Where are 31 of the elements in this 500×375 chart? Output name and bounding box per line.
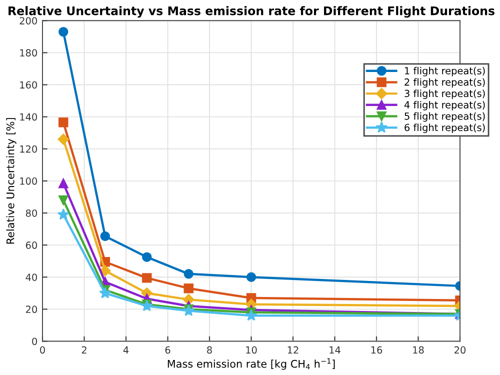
x-tick-label: 14 bbox=[330, 346, 340, 354]
y-tick-label: 40 bbox=[26, 274, 37, 281]
x-tick-label: 4 bbox=[123, 346, 129, 354]
y-axis-title: Relative Uncertainty [%] bbox=[6, 118, 16, 244]
x-tick-label: 18 bbox=[413, 346, 424, 354]
x-tick-label: 8 bbox=[207, 346, 212, 354]
y-tick-label: 60 bbox=[26, 242, 37, 249]
x-tick-label: 6 bbox=[165, 346, 170, 354]
y-tick-label: 120 bbox=[20, 145, 37, 153]
x-axis-title: Mass emission rate [kg CH$_{4}$ h$^{−1}$] bbox=[168, 358, 335, 370]
y-tick-label: 0 bbox=[32, 338, 37, 346]
x-tick-label: 10 bbox=[246, 346, 257, 354]
x-tick-label: 20 bbox=[454, 346, 466, 354]
legend-label: 2 flight repeat(s) bbox=[404, 78, 485, 88]
legend-label: 6 flight repeat(s) bbox=[404, 124, 485, 134]
y-tick-label: 20 bbox=[26, 306, 37, 314]
legend-label: 5 flight repeat(s) bbox=[404, 112, 485, 122]
x-tick-label: 16 bbox=[371, 346, 382, 354]
chart-title: Relative Uncertainty vs Mass emission rate for Different Flight Durations bbox=[8, 6, 494, 18]
legend-label: 3 flight repeat(s) bbox=[404, 90, 485, 99]
x-tick-label: 2 bbox=[82, 346, 86, 354]
legend-label: 1 flight repeat(s) bbox=[405, 66, 485, 76]
y-tick-label: 100 bbox=[20, 177, 37, 185]
x-tick-label: 0 bbox=[40, 346, 45, 354]
y-tick-label: 160 bbox=[20, 81, 37, 89]
y-tick-label: 200 bbox=[20, 17, 37, 24]
x-tick-label: 12 bbox=[288, 346, 298, 354]
y-tick-label: 140 bbox=[20, 113, 37, 121]
y-tick-label: 80 bbox=[26, 209, 37, 217]
y-tick-label: 180 bbox=[20, 49, 37, 57]
legend-label: 4 flight repeat(s) bbox=[404, 100, 485, 110]
